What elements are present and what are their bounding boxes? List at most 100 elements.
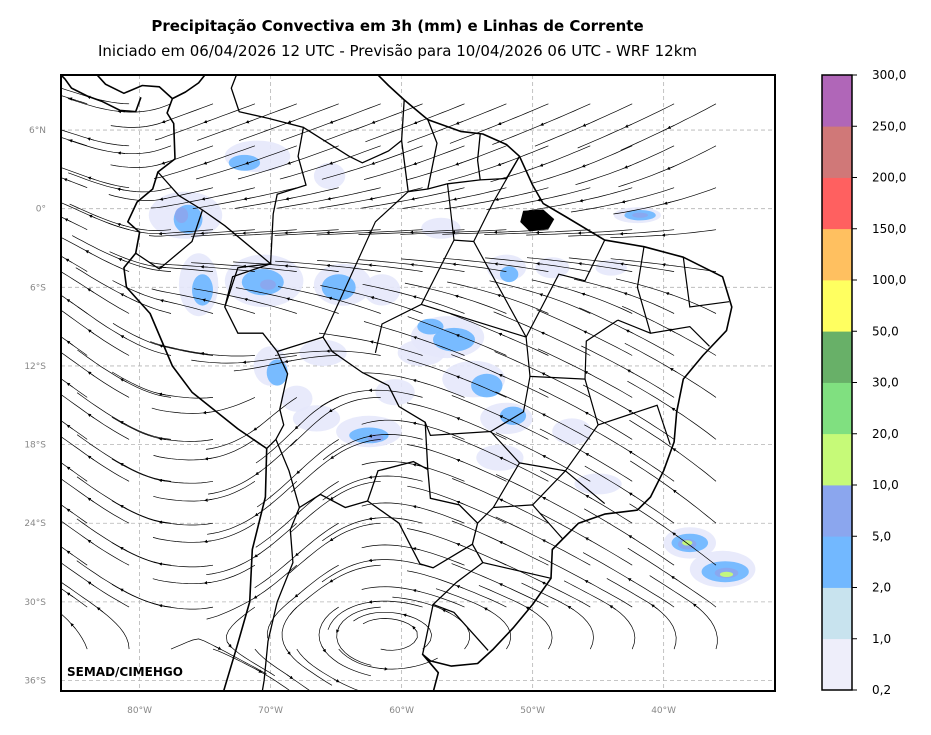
- streamline-arrow: [295, 551, 302, 557]
- colorbar-swatch: [822, 331, 852, 383]
- streamline-arrow: [581, 163, 589, 168]
- streamline-arrow: [253, 594, 261, 599]
- streamline-arrow: [483, 607, 491, 612]
- streamline-arrow: [499, 541, 507, 545]
- longitude-tick-labels: 80°W 70°W 60°W 50°W 40°W: [127, 706, 676, 716]
- streamline-arrow: [329, 120, 337, 124]
- state-border: [597, 404, 671, 445]
- precip-cell: [499, 266, 519, 283]
- lat-tick-label: 24°S: [24, 519, 46, 529]
- streamline-arrow: [243, 197, 251, 201]
- streamline-arrow: [456, 585, 464, 589]
- streamline-arrow: [161, 161, 169, 165]
- lon-tick-label: 40°W: [651, 706, 676, 716]
- lat-tick-label: 6°N: [29, 126, 46, 136]
- streamline-arrow: [412, 547, 420, 551]
- colorbar-swatch: [822, 536, 852, 588]
- streamline-arrow: [158, 392, 167, 396]
- colorbar-swatch: [822, 485, 852, 537]
- streamline-arrow: [497, 121, 505, 126]
- precip-cell: [363, 274, 401, 306]
- central-america-coastline: [96, 75, 173, 100]
- streamline-arrow: [672, 448, 679, 453]
- streamline-arrow: [118, 258, 126, 262]
- streamline-arrow: [87, 371, 95, 377]
- state-border: [482, 562, 552, 579]
- streamline-arrow: [452, 262, 460, 267]
- country-border: [431, 543, 489, 651]
- state-border: [617, 319, 710, 347]
- streamline-arrow: [86, 137, 95, 141]
- precip-cell: [266, 359, 288, 386]
- streamline-arrow: [539, 293, 547, 297]
- colorbar-swatch: [822, 433, 852, 486]
- streamline-arrow: [584, 537, 592, 542]
- streamline-arrow: [329, 161, 337, 165]
- streamline-arrow: [542, 455, 550, 459]
- streamline-arrow: [628, 535, 635, 540]
- precip-cell: [313, 162, 346, 189]
- country-border: [476, 133, 481, 180]
- map-content: [61, 75, 775, 691]
- colorbar-swatch: [822, 126, 852, 178]
- lon-tick-label: 50°W: [520, 706, 545, 716]
- streamline-arrow: [412, 295, 420, 299]
- colorbar-label: 250,0: [872, 119, 906, 133]
- precip-cell: [433, 327, 475, 352]
- streamline-arrow: [583, 330, 591, 335]
- streamline-arrow: [87, 288, 94, 293]
- streamline-arrow: [413, 120, 421, 125]
- streamline-arrow: [70, 622, 76, 629]
- state-border: [473, 156, 521, 242]
- streamline-arrow: [87, 413, 95, 419]
- streamline-arrow: [255, 470, 262, 476]
- streamline-arrow: [203, 581, 212, 585]
- colorbar-label: 100,0: [872, 273, 906, 287]
- precipitation-field: [148, 140, 756, 588]
- state-border: [421, 303, 619, 380]
- streamline-arrow: [296, 468, 303, 474]
- streamline-arrow: [158, 478, 167, 483]
- precip-cell: [471, 373, 503, 398]
- streamline-arrow: [66, 340, 74, 346]
- streamline-arrow: [498, 374, 506, 378]
- streamline-arrow: [499, 456, 507, 461]
- streamline-arrow: [413, 161, 421, 166]
- streamline-arrow: [582, 123, 590, 127]
- streamline-arrow: [87, 581, 94, 586]
- country-border: [303, 99, 405, 164]
- country-border: [275, 336, 429, 509]
- streamline-arrow: [627, 578, 635, 583]
- streamline-arrow: [255, 668, 263, 673]
- precip-cell: [292, 405, 341, 432]
- streamline-arrow: [621, 199, 629, 204]
- streamline-arrow: [87, 455, 95, 461]
- streamline-arrow: [253, 425, 260, 431]
- streamline-arrow: [336, 625, 340, 634]
- streamline-arrow: [329, 536, 337, 542]
- streamline-arrow: [494, 262, 502, 266]
- continent-coastline: [123, 75, 733, 691]
- streamline-arrow: [287, 161, 295, 165]
- lat-tick-label: 36°S: [24, 677, 46, 687]
- streamline-arrow: [87, 329, 95, 335]
- streamline-arrow: [203, 119, 211, 124]
- streamline-arrow: [666, 166, 674, 170]
- streamline-arrow: [626, 369, 634, 374]
- country-borders: [61, 75, 733, 691]
- streamline-arrow: [579, 198, 587, 203]
- streamline-arrow: [242, 360, 251, 364]
- streamline-arrow: [66, 466, 74, 472]
- precip-cell: [682, 540, 693, 546]
- streamline-arrow: [412, 421, 420, 426]
- streamline-arrow: [254, 552, 261, 558]
- streamline-arrow: [672, 532, 679, 538]
- streamline-arrow: [412, 463, 421, 467]
- streamline-arrow: [541, 372, 549, 377]
- lat-tick-label: 0°: [36, 205, 46, 215]
- streamline-arrow: [581, 292, 589, 297]
- colorbar-swatch: [822, 587, 852, 640]
- streamline-arrow: [87, 539, 94, 545]
- streamline-arrow: [88, 214, 96, 219]
- colorbar-label: 30,0: [872, 376, 899, 390]
